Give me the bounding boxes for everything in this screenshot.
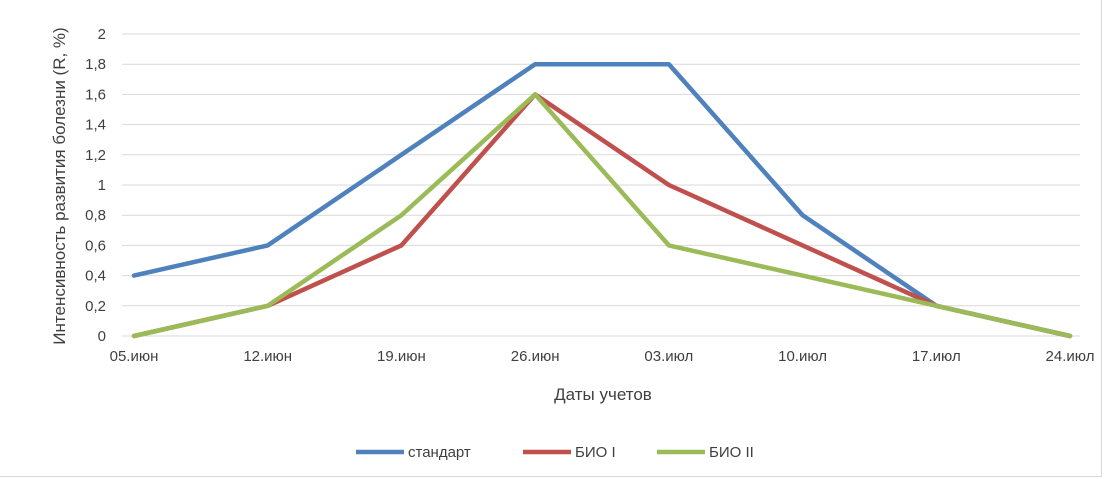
x-tick-label: 19.июн: [377, 348, 426, 365]
y-tick-label: 2: [98, 26, 106, 43]
x-tick-label: 10.июл: [778, 348, 827, 365]
y-tick-label: 1,8: [85, 56, 106, 73]
legend-label: БИО I: [575, 444, 616, 461]
x-axis-title: Даты учетов: [554, 385, 652, 404]
series-line: [131, 92, 1073, 339]
series-line: [131, 92, 1073, 339]
legend-label: стандарт: [408, 444, 471, 461]
x-tick-label: 12.июн: [243, 348, 292, 365]
x-tick-label: 05.июн: [110, 348, 159, 365]
gridlines: [122, 33, 1080, 337]
y-tick-label: 1: [98, 177, 106, 194]
y-tick-label: 0,4: [85, 268, 106, 285]
y-tick-label: 0,6: [85, 237, 106, 254]
x-tick-label: 26.июн: [511, 348, 560, 365]
y-tick-label: 1,2: [85, 147, 106, 164]
y-tick-label: 0,8: [85, 207, 106, 224]
y-tick-label: 1,6: [85, 86, 106, 103]
y-tick-label: 0: [98, 328, 106, 345]
y-axis-title: Интенсивность развития болезни (R, %): [50, 27, 69, 344]
x-tick-label: 24.июл: [1046, 348, 1095, 365]
y-axis-ticks: 0 0,2 0,4 0,6 0,8 1 1,2 1,4 1,6 1,8 2: [85, 26, 106, 345]
legend-label: БИО II: [709, 444, 754, 461]
y-tick-label: 1,4: [85, 117, 106, 134]
series-line: [131, 61, 1073, 339]
x-tick-label: 17.июл: [912, 348, 961, 365]
x-tick-label: 03.июл: [644, 348, 693, 365]
series-lines: [131, 61, 1073, 339]
x-axis-ticks: 05.июн 12.июн 19.июн 26.июн 03.июл 10.июл 17.и…: [110, 348, 1095, 365]
y-tick-label: 0,2: [85, 298, 106, 315]
legend: стандарт БИО I БИО II: [356, 444, 754, 461]
